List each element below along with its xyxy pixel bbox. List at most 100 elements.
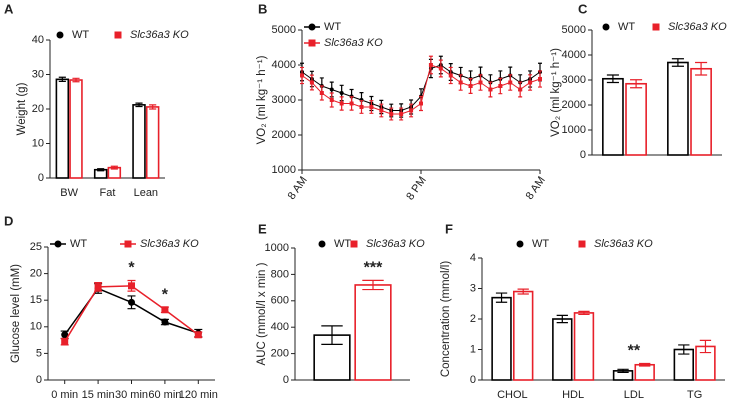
x-tick-label: Lean <box>134 187 158 199</box>
marker <box>379 108 384 113</box>
marker <box>94 283 102 291</box>
x-tick-label: 15 min <box>82 389 115 401</box>
y-axis-label: Weight (g) <box>16 82 28 135</box>
marker <box>369 105 374 109</box>
error-bar <box>321 325 343 345</box>
error-bar <box>362 279 384 291</box>
y-tick-label: 40 <box>32 34 44 46</box>
x-tick-label: 8 PM <box>404 175 429 203</box>
bar <box>667 61 689 156</box>
marker <box>409 108 414 113</box>
error-bar <box>110 165 118 170</box>
marker <box>114 31 122 39</box>
marker <box>339 101 344 106</box>
error-bar <box>639 362 651 367</box>
marker <box>516 240 524 248</box>
marker <box>518 87 523 92</box>
marker <box>300 73 304 78</box>
y-tick-label: 15 <box>30 294 42 306</box>
y-tick-label: 1000 <box>265 242 289 254</box>
error-bar <box>578 310 590 316</box>
error-bar <box>671 58 684 67</box>
bar <box>132 104 146 179</box>
line <box>64 285 199 343</box>
bar <box>634 363 655 381</box>
bar <box>69 79 83 179</box>
panel-label: A <box>4 1 14 16</box>
error-bar <box>556 314 568 324</box>
bar <box>491 296 512 381</box>
bar <box>602 77 624 156</box>
y-tick-label: 25 <box>30 241 42 253</box>
legend-label: WT <box>70 238 87 250</box>
marker <box>508 80 513 85</box>
marker <box>54 240 62 248</box>
y-tick-label: 2000 <box>562 99 586 111</box>
panel-label: E <box>258 221 267 236</box>
y-tick-label: 0 <box>283 374 289 386</box>
legend-label: Slc36a3 KO <box>130 29 189 41</box>
error-bar <box>606 74 619 84</box>
bar <box>690 67 712 156</box>
bar <box>625 82 647 156</box>
y-tick-label: 400 <box>271 321 289 333</box>
y-tick-label: 1 <box>470 343 476 355</box>
marker <box>419 101 423 106</box>
error-bar <box>678 344 690 355</box>
annotation: ** <box>628 343 641 360</box>
panel-label: D <box>4 213 13 228</box>
marker <box>56 31 64 39</box>
marker <box>329 98 334 102</box>
marker <box>498 84 503 88</box>
x-tick-label: CHOL <box>497 389 528 401</box>
y-tick-label: 4000 <box>562 49 586 61</box>
legend-label: Slc36a3 KO <box>594 238 653 250</box>
error-bar <box>135 102 143 108</box>
legend-label: WT <box>334 238 351 250</box>
y-tick-label: 3000 <box>562 74 586 86</box>
x-tick-label: 0 min <box>51 389 78 401</box>
error-bar <box>97 168 105 172</box>
marker <box>61 331 69 339</box>
y-tick-label: 4000 <box>272 59 296 71</box>
marker <box>161 306 169 314</box>
marker <box>528 80 533 85</box>
bar <box>552 318 573 381</box>
y-tick-label: 0 <box>38 172 44 184</box>
marker <box>578 240 586 248</box>
error-bar <box>695 61 708 76</box>
y-axis-label: VO₂ (ml kg⁻¹ h⁻¹) <box>256 55 268 144</box>
x-tick-label: BW <box>60 187 78 199</box>
y-tick-label: 20 <box>32 103 44 115</box>
legend-label: WT <box>72 29 89 41</box>
legend-label: WT <box>618 21 635 33</box>
marker <box>602 23 610 31</box>
error-bar <box>699 339 712 354</box>
y-axis-label: Glucose level (mM) <box>10 264 22 363</box>
y-tick-label: 0 <box>470 374 476 386</box>
marker <box>194 331 202 339</box>
x-tick-label: TG <box>687 389 702 401</box>
y-tick-label: 0 <box>36 374 42 386</box>
marker <box>124 240 132 248</box>
annotation: * <box>162 286 169 303</box>
error-bar <box>617 368 629 373</box>
legend-label: WT <box>532 238 549 250</box>
x-tick-label: HDL <box>562 389 584 401</box>
y-tick-label: 10 <box>30 321 42 333</box>
marker <box>308 39 316 47</box>
panel-label: B <box>258 1 267 16</box>
y-axis-label: Concentration (mmol/l) <box>440 261 452 377</box>
error-bar <box>72 77 80 83</box>
marker <box>652 23 660 31</box>
marker <box>329 87 334 92</box>
y-tick-label: 10 <box>32 137 44 149</box>
marker <box>61 338 69 346</box>
legend-label: WT <box>324 21 341 33</box>
y-tick-label: 0 <box>580 149 586 161</box>
legend-label: Slc36a3 KO <box>140 238 199 250</box>
marker <box>350 240 358 248</box>
y-tick-label: 5000 <box>272 24 296 36</box>
y-tick-label: 4 <box>470 252 476 264</box>
